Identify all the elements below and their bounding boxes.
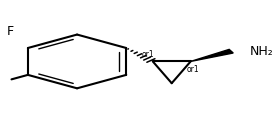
Text: F: F xyxy=(7,25,14,38)
Text: or1: or1 xyxy=(141,50,154,59)
Text: NH₂: NH₂ xyxy=(250,45,274,58)
Polygon shape xyxy=(191,49,233,61)
Text: or1: or1 xyxy=(187,65,199,74)
